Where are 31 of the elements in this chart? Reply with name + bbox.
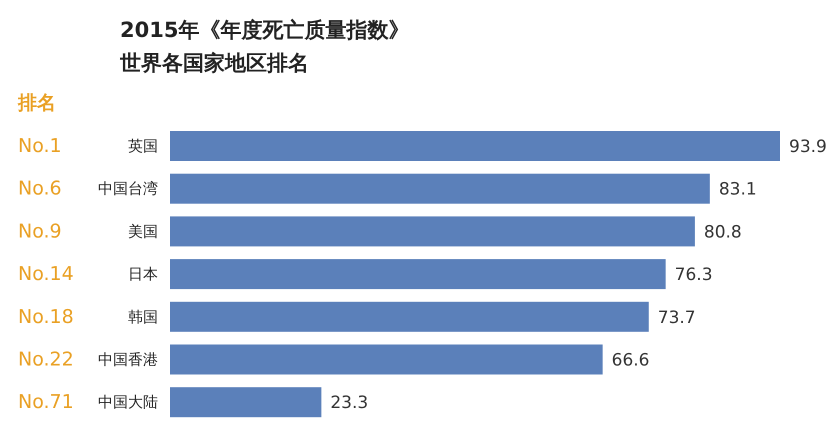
- bar: [170, 259, 666, 290]
- chart-title: 2015年《年度死亡质量指数》: [120, 18, 410, 42]
- bar: [170, 387, 322, 418]
- y-tick-label: 美国: [128, 222, 158, 240]
- data-label: 93.9: [789, 137, 827, 157]
- bar: [170, 131, 780, 161]
- y-tick-label: 中国大陆: [98, 393, 158, 412]
- data-label: 80.8: [704, 222, 742, 242]
- y-tick-label: 中国香港: [98, 350, 158, 368]
- y-tick-label: 中国台湾: [98, 180, 158, 198]
- y-tick-label: 韩国: [128, 308, 158, 326]
- text: No.9: [18, 220, 62, 242]
- text: No.71: [18, 391, 74, 414]
- text: No.6: [18, 178, 62, 200]
- data-label: 23.3: [330, 393, 368, 414]
- y-tick-label: 日本: [128, 265, 158, 284]
- data-label: 73.7: [658, 308, 696, 328]
- data-label: 83.1: [718, 180, 757, 200]
- bar: [170, 302, 649, 332]
- bar: [170, 216, 695, 246]
- chart-subtitle: 世界各国家地区排名: [119, 51, 309, 75]
- text: No.22: [18, 348, 74, 370]
- text: No.1: [18, 135, 62, 157]
- text: No.14: [18, 263, 74, 286]
- bar: [170, 174, 710, 204]
- data-label: 76.3: [674, 265, 713, 286]
- text: 排名: [17, 92, 56, 114]
- y-tick-label: 英国: [128, 137, 158, 155]
- data-label: 66.6: [612, 350, 650, 370]
- text: No.18: [18, 306, 74, 328]
- bar: [170, 344, 603, 374]
